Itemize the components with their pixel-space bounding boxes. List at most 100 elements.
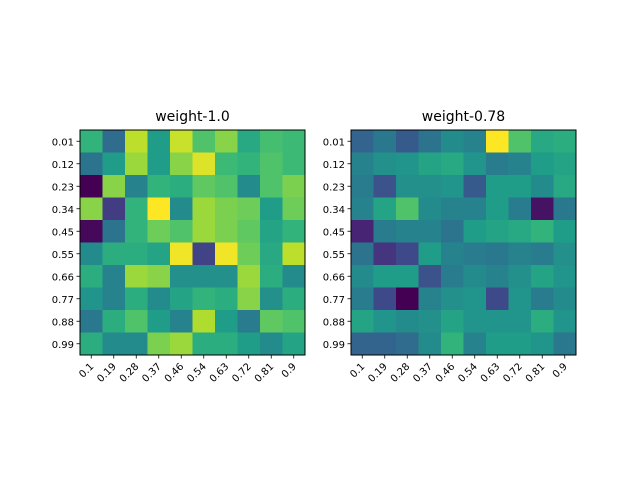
heatmap-cell (351, 332, 374, 356)
heatmap-cell (282, 332, 306, 356)
heatmap-cell (373, 197, 397, 221)
heatmap-cell (531, 332, 554, 356)
x-tick-label: 0.54 (456, 361, 480, 385)
heatmap-cell (192, 152, 216, 176)
heatmap-cell (80, 152, 103, 176)
heatmap-cell (260, 130, 283, 153)
heatmap-cell (463, 220, 487, 243)
heatmap-cell (418, 265, 442, 288)
heatmap-cell (260, 220, 283, 243)
heatmap-cell (508, 152, 532, 176)
heatmap-cell (351, 265, 374, 288)
panel-title: weight-1.0 (155, 109, 230, 125)
heatmap-cell (260, 265, 283, 288)
heatmap-cell (396, 220, 419, 243)
heatmap-cell (215, 197, 238, 221)
y-tick-label: 0.77 (52, 295, 74, 306)
heatmap-cell (147, 220, 171, 243)
heatmap-cell (553, 175, 577, 198)
heatmap-cell (125, 310, 148, 333)
heatmap-cell (508, 287, 532, 311)
heatmap-cell (260, 287, 283, 311)
heatmap-cell (170, 265, 193, 288)
heatmap-cell (531, 130, 554, 153)
heatmap-cell (531, 197, 554, 221)
y-tick-label: 0.01 (52, 137, 74, 148)
heatmap-cell (418, 130, 442, 153)
heatmap-cell (486, 310, 509, 333)
heatmap-cell (170, 242, 193, 266)
x-tick-label: 0.1 (77, 361, 96, 380)
heatmap-cell (351, 130, 374, 153)
heatmap-cell (170, 332, 193, 356)
heatmap-cell (463, 152, 487, 176)
heatmap-cell (418, 197, 442, 221)
x-axis: 0.10.190.280.370.460.540.630.720.81 0.9 (77, 355, 299, 385)
heatmap-cell (463, 197, 487, 221)
heatmap-cell (373, 265, 397, 288)
heatmap-cell (351, 175, 374, 198)
heatmap-cell (147, 310, 171, 333)
heatmap-cell (441, 130, 464, 153)
heatmap-cell (418, 287, 442, 311)
heatmap-cell (125, 332, 148, 356)
heatmap-cell (553, 332, 577, 356)
heatmap-cell (463, 332, 487, 356)
heatmap-cell (215, 287, 238, 311)
heatmap-cell (147, 287, 171, 311)
heatmap-cell (463, 310, 487, 333)
heatmap-cell (192, 265, 216, 288)
heatmap-cell (80, 310, 103, 333)
y-tick-label: 0.34 (52, 205, 74, 216)
heatmap-cell (486, 332, 509, 356)
heatmap-cell (102, 332, 126, 356)
y-tick-label: 0.12 (323, 160, 345, 171)
heatmap-cell (282, 175, 306, 198)
heatmap-cell (237, 332, 261, 356)
heatmap-cell (486, 130, 509, 153)
heatmap-cell (260, 175, 283, 198)
heatmap-cell (441, 242, 464, 266)
heatmap-cell (396, 175, 419, 198)
heatmap-cell (508, 220, 532, 243)
heatmap-cell (147, 332, 171, 356)
plot-frame (350, 129, 577, 356)
y-tick-label: 0.77 (323, 295, 345, 306)
x-tick-label: 0.81 (253, 361, 277, 385)
heatmap-cell (531, 242, 554, 266)
heatmap-cell (102, 310, 126, 333)
heatmap-cell (192, 130, 216, 153)
heatmap-cell (463, 175, 487, 198)
heatmap-cells (351, 130, 577, 356)
heatmap-cell (508, 265, 532, 288)
heatmap-cell (170, 130, 193, 153)
heatmap-cell (192, 332, 216, 356)
heatmap-cell (418, 152, 442, 176)
heatmap-panel-weight-1: weight-1.0 0.010.120.230.340.450.550.660… (52, 109, 306, 385)
x-tick-label: 0.37 (411, 361, 435, 385)
heatmap-cell (102, 287, 126, 311)
heatmap-cell (553, 220, 577, 243)
heatmap-cell (441, 197, 464, 221)
heatmap-cell (125, 130, 148, 153)
heatmap-cell (373, 130, 397, 153)
heatmap-cell (170, 175, 193, 198)
heatmap-cell (553, 130, 577, 153)
heatmap-cell (508, 175, 532, 198)
heatmap-cell (215, 175, 238, 198)
heatmap-cell (102, 175, 126, 198)
heatmap-cell (463, 130, 487, 153)
y-tick-label: 0.45 (323, 227, 345, 238)
heatmap-cell (260, 242, 283, 266)
heatmap-cell (260, 197, 283, 221)
heatmap-cell (396, 310, 419, 333)
heatmap-cell (553, 265, 577, 288)
y-tick-label: 0.23 (52, 182, 74, 193)
heatmap-cell (418, 220, 442, 243)
heatmap-cell (508, 197, 532, 221)
heatmap-cell (125, 197, 148, 221)
heatmap-cell (396, 265, 419, 288)
heatmap-cell (125, 287, 148, 311)
heatmap-cell (237, 220, 261, 243)
